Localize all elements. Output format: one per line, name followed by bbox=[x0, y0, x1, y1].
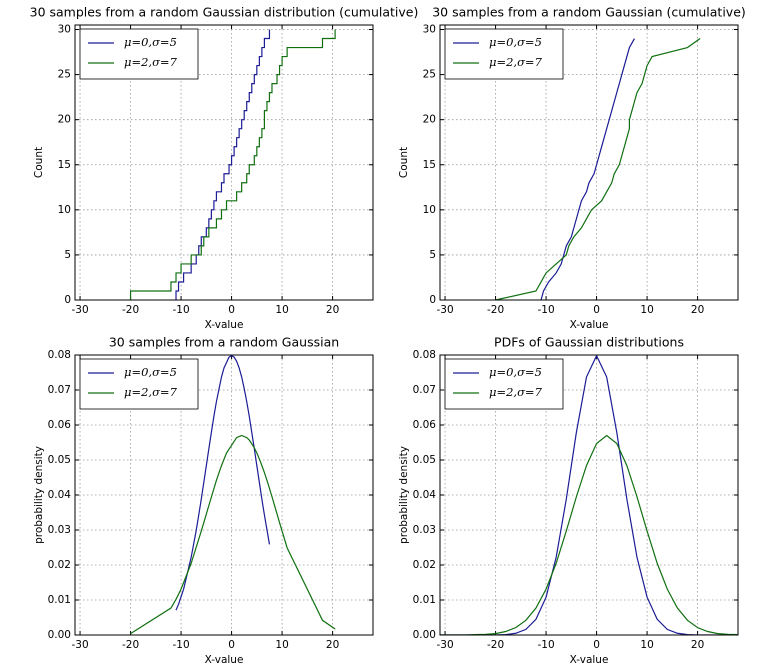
y-tick-label: 0.08 bbox=[413, 349, 436, 361]
y-tick-label: 10 bbox=[58, 204, 71, 216]
x-tick-label: -10 bbox=[172, 304, 189, 316]
y-axis-label: probability density bbox=[33, 446, 45, 544]
subplot-title: PDFs of Gaussian distributions bbox=[494, 335, 684, 350]
y-tick-label: 0.06 bbox=[48, 419, 72, 431]
x-tick-label: -30 bbox=[71, 304, 88, 316]
x-tick-label: 20 bbox=[326, 304, 339, 316]
x-tick-label: 10 bbox=[275, 304, 288, 316]
subplot-title: 30 samples from a random Gaussian bbox=[109, 335, 339, 350]
x-tick-label: 0 bbox=[593, 639, 600, 651]
subplot: 30 samples from a random Gaussian (cumul… bbox=[398, 5, 746, 332]
y-axis-label: Count bbox=[33, 147, 45, 178]
y-tick-label: 0.02 bbox=[48, 559, 71, 571]
line bbox=[175, 355, 271, 611]
x-tick-label: -30 bbox=[436, 304, 453, 316]
y-tick-label: 15 bbox=[423, 159, 436, 171]
subplot-title: 30 samples from a random Gaussian (cumul… bbox=[432, 5, 746, 20]
axes-frame bbox=[74, 354, 374, 636]
legend-label: μ=0,σ=5 bbox=[124, 35, 177, 49]
subplot: 30 samples from a random Gaussian distri… bbox=[30, 5, 419, 332]
y-tick-label: 0.00 bbox=[48, 629, 71, 641]
y-tick-label: 0.07 bbox=[413, 384, 436, 396]
legend-box bbox=[444, 28, 564, 80]
x-axis-label: X-value bbox=[205, 319, 244, 331]
y-tick-label: 25 bbox=[423, 69, 436, 81]
x-tick-label: 10 bbox=[640, 304, 653, 316]
line bbox=[495, 38, 701, 300]
x-tick-label: -20 bbox=[487, 639, 504, 651]
x-tick-label: 0 bbox=[228, 639, 235, 651]
legend-label: μ=0,σ=5 bbox=[124, 365, 177, 379]
y-tick-label: 0.02 bbox=[413, 559, 436, 571]
y-tick-label: 25 bbox=[58, 69, 71, 81]
y-tick-label: 10 bbox=[423, 204, 436, 216]
x-tick-label: 20 bbox=[691, 639, 704, 651]
y-tick-label: 20 bbox=[58, 114, 71, 126]
y-tick-label: 0.05 bbox=[48, 454, 71, 466]
y-tick-label: 5 bbox=[429, 249, 436, 261]
x-tick-label: 0 bbox=[228, 304, 235, 316]
x-tick-label: 0 bbox=[593, 304, 600, 316]
legend-box bbox=[79, 28, 199, 80]
axes-frame bbox=[439, 354, 739, 636]
legend-box bbox=[444, 358, 564, 410]
y-tick-label: 30 bbox=[423, 24, 436, 36]
y-tick-label: 0.04 bbox=[48, 489, 72, 501]
x-tick-label: -30 bbox=[71, 639, 88, 651]
legend-label: μ=2,σ=7 bbox=[489, 385, 543, 399]
line bbox=[130, 434, 336, 635]
legend-label: μ=0,σ=5 bbox=[489, 35, 542, 49]
x-tick-label: 10 bbox=[275, 639, 288, 651]
y-tick-label: 5 bbox=[64, 249, 71, 261]
axes-frame bbox=[74, 24, 374, 301]
x-tick-label: -10 bbox=[537, 639, 554, 651]
line bbox=[440, 434, 738, 635]
legend-label: μ=2,σ=7 bbox=[124, 55, 178, 69]
y-axis-label: Count bbox=[398, 147, 410, 178]
legend-label: μ=2,σ=7 bbox=[489, 55, 543, 69]
y-axis-label: probability density bbox=[398, 446, 410, 544]
y-tick-label: 0 bbox=[429, 294, 436, 306]
x-tick-label: -20 bbox=[487, 304, 504, 316]
subplot-title: 30 samples from a random Gaussian distri… bbox=[30, 5, 419, 20]
x-axis-label: X-value bbox=[205, 654, 244, 666]
y-tick-label: 20 bbox=[423, 114, 436, 126]
line bbox=[540, 38, 635, 300]
y-tick-label: 0.08 bbox=[48, 349, 71, 361]
x-tick-label: -20 bbox=[122, 304, 139, 316]
x-tick-label: -30 bbox=[436, 639, 453, 651]
legend-label: μ=0,σ=5 bbox=[489, 365, 542, 379]
x-tick-label: -10 bbox=[537, 304, 554, 316]
y-tick-label: 0.01 bbox=[48, 594, 71, 606]
y-tick-label: 0.04 bbox=[413, 489, 437, 501]
y-tick-label: 0.03 bbox=[48, 524, 71, 536]
step-line bbox=[129, 29, 336, 300]
legend-label: μ=2,σ=7 bbox=[124, 385, 178, 399]
y-tick-label: 15 bbox=[58, 159, 71, 171]
y-tick-label: 0.00 bbox=[413, 629, 436, 641]
y-tick-label: 0.05 bbox=[413, 454, 436, 466]
axes-frame bbox=[439, 24, 739, 301]
y-tick-label: 0.03 bbox=[413, 524, 436, 536]
x-tick-label: 20 bbox=[326, 639, 339, 651]
y-tick-label: 0.07 bbox=[48, 384, 71, 396]
y-tick-label: 0.01 bbox=[413, 594, 436, 606]
x-tick-label: -20 bbox=[122, 639, 139, 651]
x-axis-label: X-value bbox=[570, 319, 609, 331]
y-tick-label: 30 bbox=[58, 24, 71, 36]
x-tick-label: 10 bbox=[640, 639, 653, 651]
subplot: 30 samples from a random Gaussian X-value… bbox=[33, 335, 374, 666]
subplot: PDFs of Gaussian distributions X-value pro… bbox=[398, 335, 739, 666]
y-tick-label: 0 bbox=[64, 294, 71, 306]
x-tick-label: 20 bbox=[691, 304, 704, 316]
y-tick-label: 0.06 bbox=[413, 419, 437, 431]
legend-box bbox=[79, 358, 199, 410]
x-tick-label: -10 bbox=[172, 639, 189, 651]
x-axis-label: X-value bbox=[570, 654, 609, 666]
